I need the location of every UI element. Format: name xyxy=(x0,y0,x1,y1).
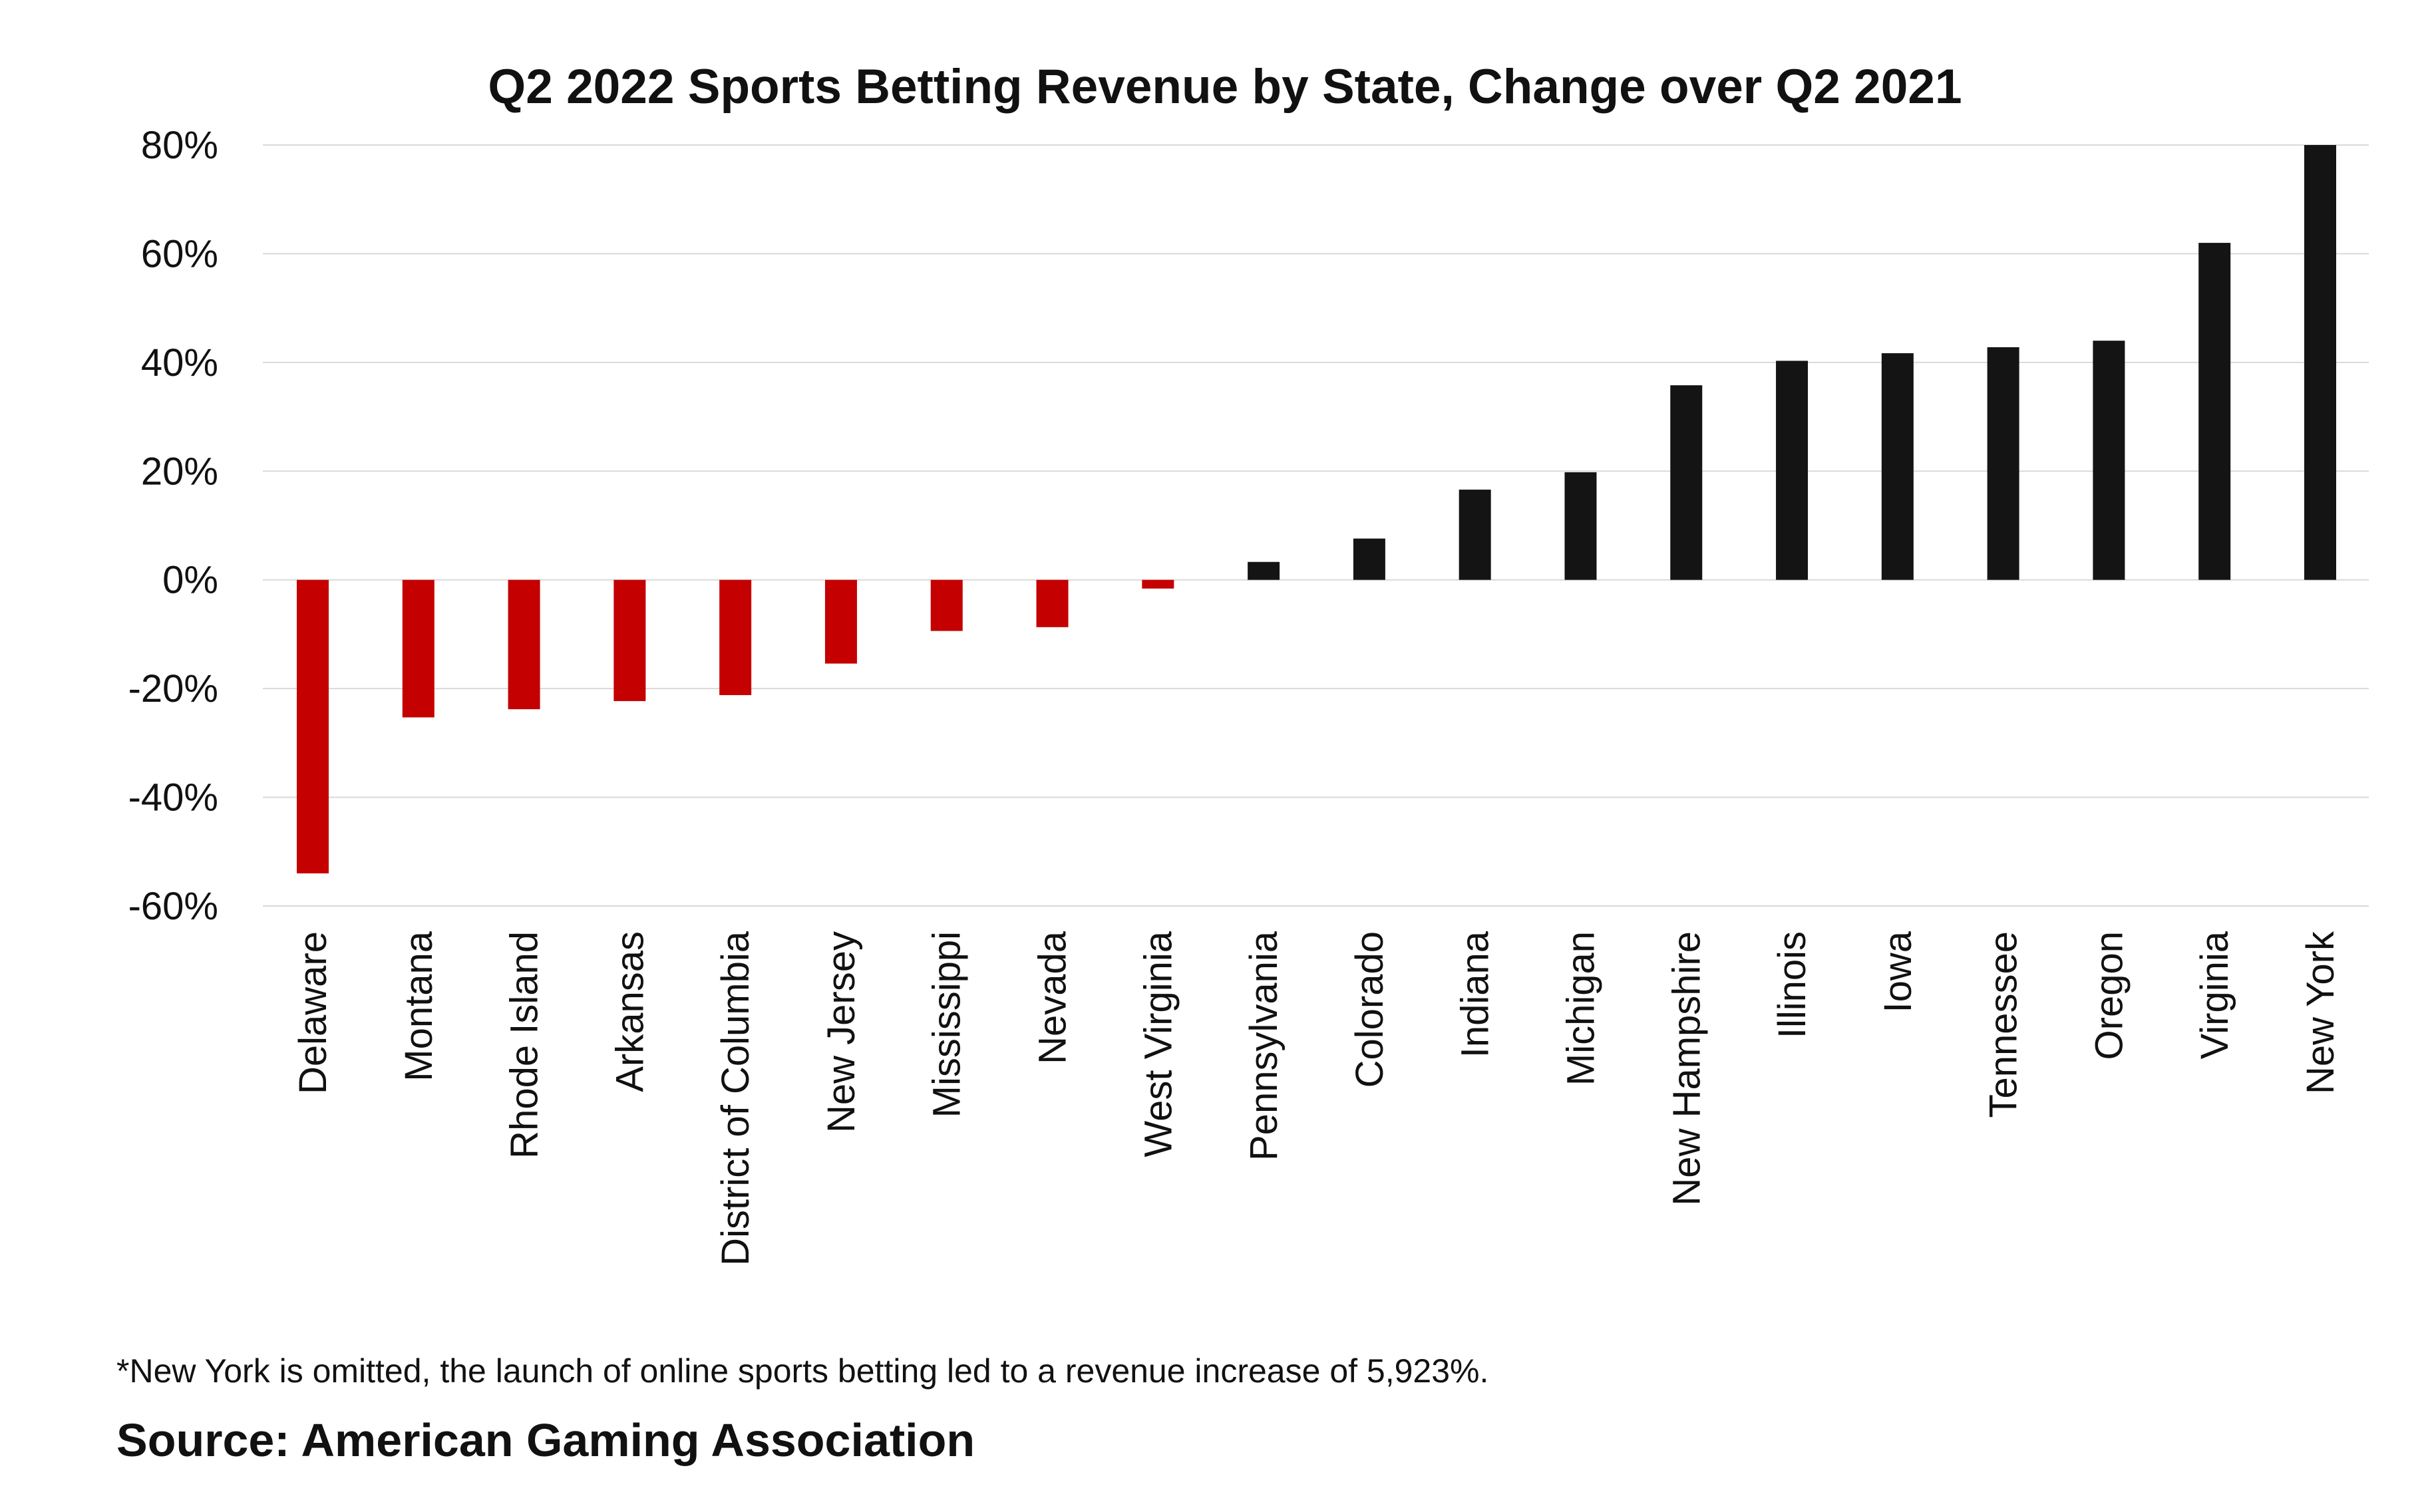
bar xyxy=(2304,145,2336,580)
bar xyxy=(613,579,646,701)
bar xyxy=(719,579,752,695)
gridlines xyxy=(263,144,2369,907)
y-tick-label: -60% xyxy=(128,885,218,928)
x-category-label: Montana xyxy=(397,931,440,1081)
x-category-label: Iowa xyxy=(1876,931,1920,1012)
bar xyxy=(930,579,963,631)
x-category-label: Illinois xyxy=(1771,931,1814,1038)
y-tick-label: 20% xyxy=(141,450,218,493)
y-tick-label: -20% xyxy=(128,667,218,710)
y-tick-label: 0% xyxy=(162,559,218,602)
bar xyxy=(1564,472,1597,580)
bars xyxy=(297,145,2336,873)
x-category-label: Nevada xyxy=(1031,931,1075,1064)
footnote: *New York is omitted, the launch of onli… xyxy=(116,1352,1489,1390)
x-category-label: New Hampshire xyxy=(1665,931,1708,1206)
chart-title: Q2 2022 Sports Betting Revenue by State,… xyxy=(488,60,1962,114)
x-category-label: Arkansas xyxy=(608,931,651,1092)
bar xyxy=(2198,243,2231,580)
bar xyxy=(1142,579,1174,589)
x-category-label: Michigan xyxy=(1559,931,1602,1086)
y-tick-label: 60% xyxy=(141,232,218,275)
x-axis-category-labels: Delaware Montana Rhode Island Arkansas Distr… xyxy=(291,931,2342,1266)
x-category-label: New York xyxy=(2299,931,2342,1094)
y-axis-tick-labels: 80% 60% 40% 20% 0% -20% -40% -60% xyxy=(128,124,218,928)
bar xyxy=(1459,490,1491,580)
bar xyxy=(297,579,329,873)
x-category-label: Pennsylvania xyxy=(1242,931,1286,1161)
bar xyxy=(1036,579,1069,627)
bar xyxy=(1881,353,1914,580)
y-tick-label: 80% xyxy=(141,124,218,167)
x-category-label: Colorado xyxy=(1348,931,1391,1088)
bar xyxy=(1353,538,1385,580)
y-tick-label: 40% xyxy=(141,341,218,384)
bar xyxy=(1670,385,1703,580)
bar xyxy=(824,579,857,664)
source-credit: Source: American Gaming Association xyxy=(116,1414,975,1466)
x-category-label: Indiana xyxy=(1454,931,1497,1058)
x-category-label: Oregon xyxy=(2087,931,2131,1060)
bar xyxy=(1987,347,2019,580)
bar xyxy=(2093,341,2125,580)
x-category-label: Mississippi xyxy=(926,931,969,1118)
x-category-label: Rhode Island xyxy=(503,931,546,1159)
bar xyxy=(1248,561,1280,580)
y-tick-label: -40% xyxy=(128,776,218,820)
bar xyxy=(402,579,434,718)
bar xyxy=(1776,361,1809,580)
x-category-label: Virginia xyxy=(2193,931,2236,1059)
x-category-label: District of Columbia xyxy=(714,931,757,1266)
x-category-label: Delaware xyxy=(291,931,335,1094)
x-category-label: West Virginia xyxy=(1136,931,1180,1157)
x-category-label: New Jersey xyxy=(820,931,863,1133)
bar xyxy=(508,579,540,710)
x-category-label: Tennessee xyxy=(1982,931,2025,1118)
